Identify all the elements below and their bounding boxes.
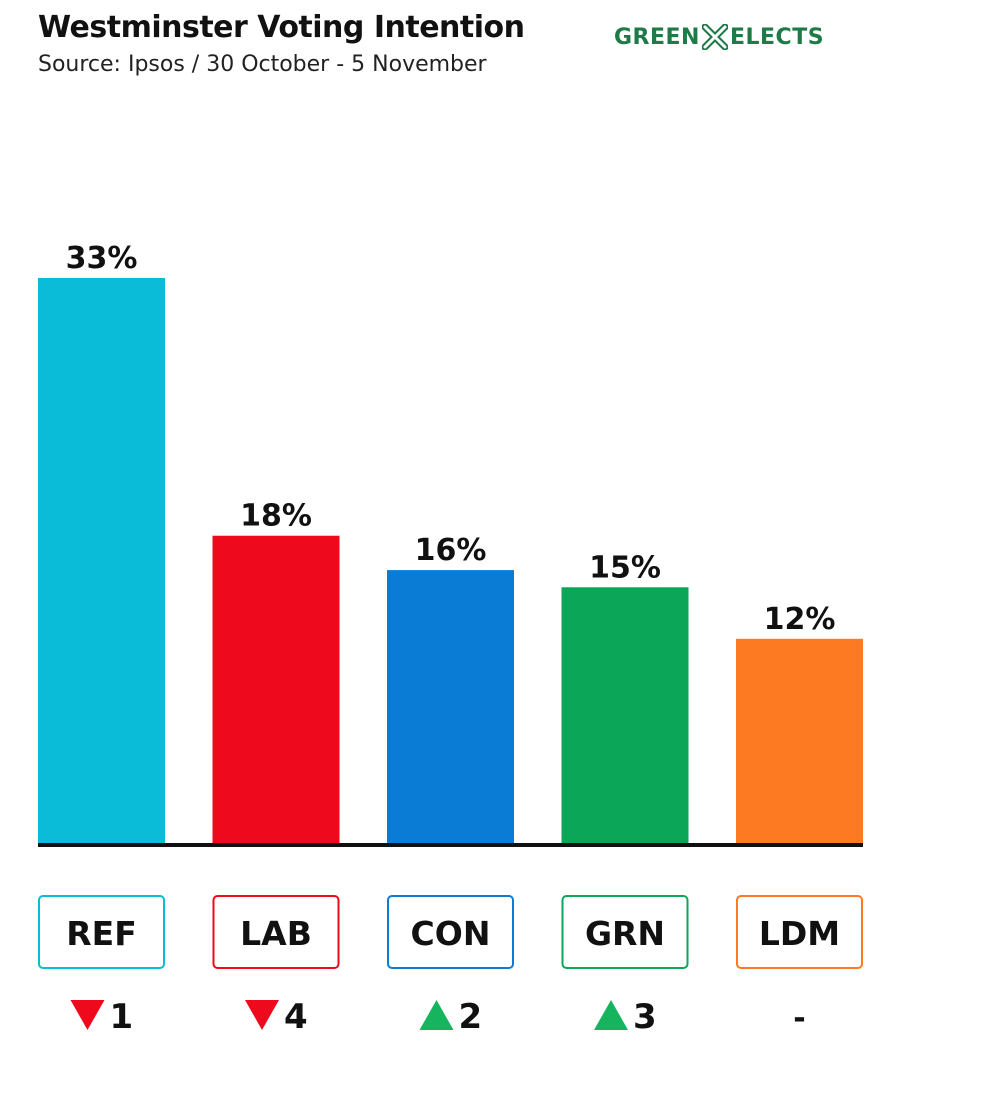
- chart-title: Westminster Voting Intention: [38, 10, 525, 45]
- up-arrow-icon-grn: [594, 1000, 628, 1030]
- bar-grn: [561, 587, 689, 845]
- up-arrow-icon-con: [419, 1000, 454, 1030]
- change-label-con: 2: [459, 997, 483, 1037]
- change-label-ldm: -: [793, 1001, 805, 1036]
- cross-icon: [701, 24, 728, 50]
- bar-ldm: [736, 638, 863, 845]
- value-label-ldm: 12%: [764, 602, 836, 637]
- party-box-lab: [212, 895, 340, 969]
- party-label-lab: LAB: [240, 914, 312, 953]
- value-label-con: 16%: [415, 533, 487, 568]
- party-label-ldm: LDM: [759, 914, 840, 953]
- change-label-lab: 4: [284, 997, 308, 1037]
- down-arrow-icon-ref: [70, 1000, 105, 1030]
- chart-subtitle: Source: Ipsos / 30 October - 5 November: [38, 52, 487, 77]
- bar-ref: [38, 278, 165, 845]
- party-box-ref: [38, 895, 165, 969]
- green-elects-logo: GREEN ELECTS: [614, 22, 824, 52]
- party-box-ldm: [736, 895, 863, 969]
- value-label-lab: 18%: [240, 499, 312, 534]
- change-label-grn: 3: [633, 997, 657, 1037]
- party-label-ref: REF: [66, 914, 137, 953]
- down-arrow-icon-lab: [245, 1000, 279, 1030]
- bar-lab: [212, 535, 340, 845]
- party-box-grn: [561, 895, 689, 969]
- logo-text-left: GREEN: [614, 24, 700, 50]
- logo-text-right: ELECTS: [729, 24, 825, 50]
- change-label-ref: 1: [110, 997, 134, 1037]
- bar-con: [387, 570, 514, 845]
- party-label-con: CON: [411, 914, 491, 953]
- party-label-grn: GRN: [585, 914, 665, 953]
- party-box-con: [387, 895, 514, 969]
- value-label-grn: 15%: [589, 550, 661, 585]
- value-label-ref: 33%: [66, 241, 138, 276]
